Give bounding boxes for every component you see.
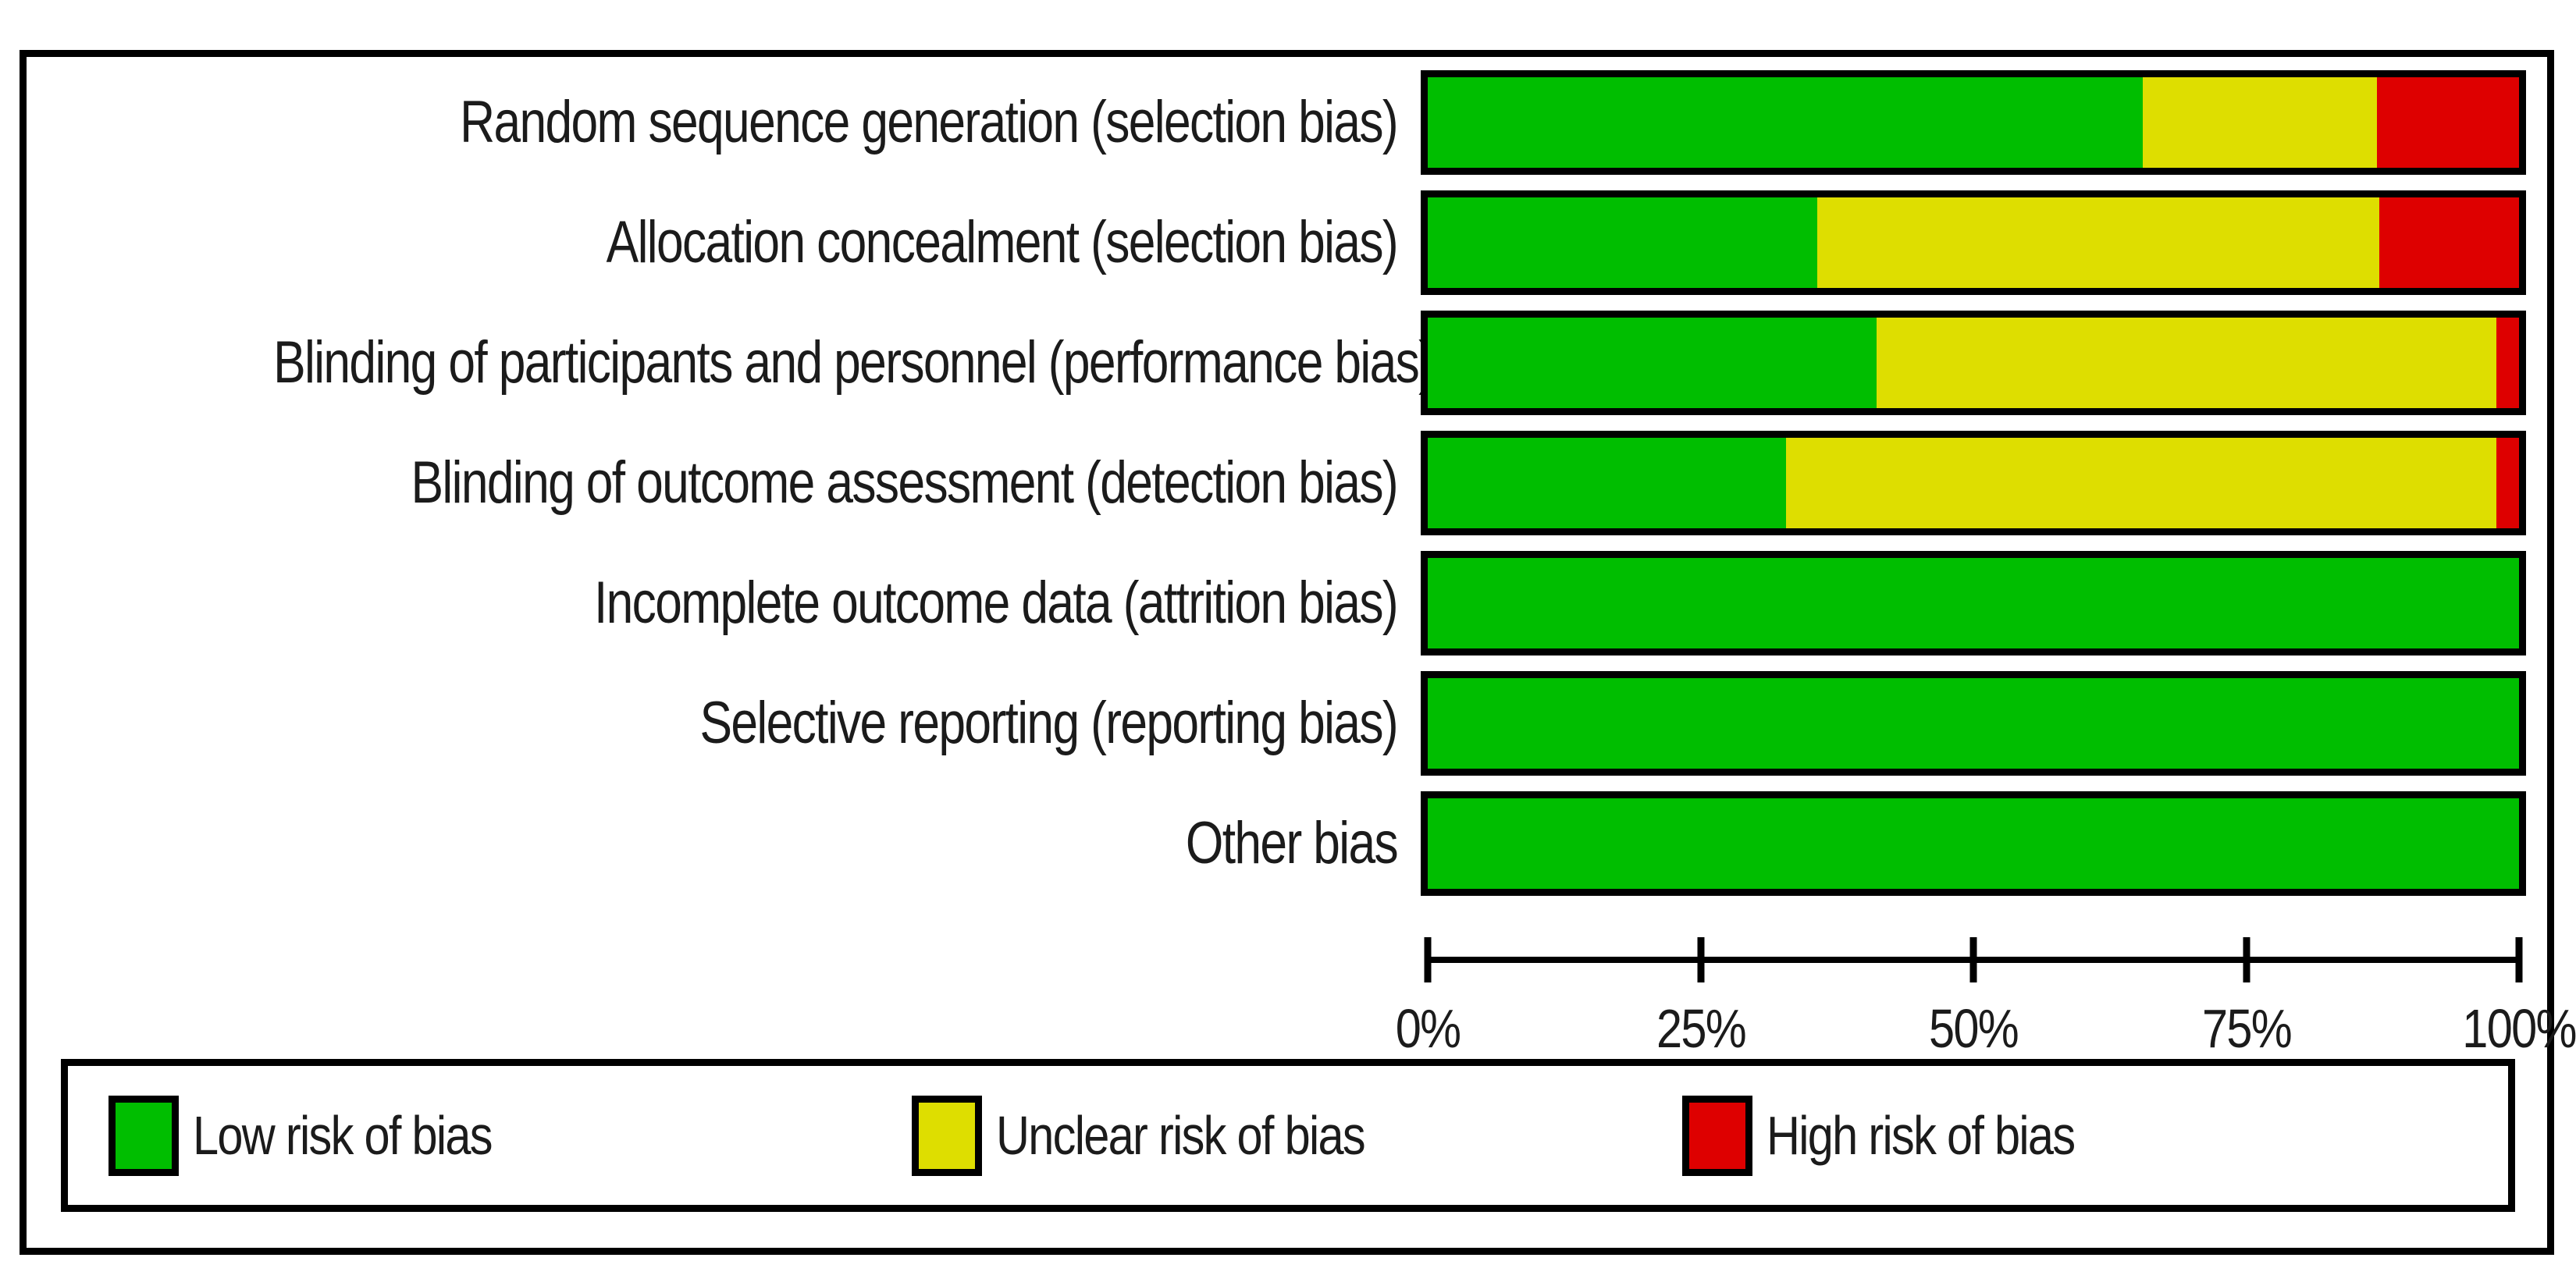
x-axis-tick: [2515, 937, 2523, 982]
category-label: Allocation concealment (selection bias): [606, 209, 1399, 275]
high-risk-swatch-icon: [1682, 1095, 1752, 1176]
legend-label: Unclear risk of bias: [996, 1105, 1366, 1166]
bar-segment-low-risk: [1428, 318, 1877, 408]
x-axis-tick-label: 50%: [1929, 998, 2019, 1059]
legend-item-high-risk: High risk of bias: [1682, 1066, 2129, 1205]
unclear-risk-swatch-icon: [912, 1095, 982, 1176]
stacked-bar: [1421, 190, 2526, 295]
bar-segment-high-risk: [2377, 77, 2519, 168]
x-axis-tick: [1697, 937, 1704, 982]
low-risk-swatch-icon: [109, 1095, 179, 1176]
bar-segment-low-risk: [1428, 438, 1786, 528]
legend-label: High risk of bias: [1767, 1105, 2076, 1166]
category-label: Selective reporting (reporting bias): [699, 690, 1398, 756]
stacked-bar: [1421, 791, 2526, 896]
x-axis-tick-label: 25%: [1656, 998, 1747, 1059]
legend-item-low-risk: Low risk of bias: [109, 1066, 544, 1205]
bar-segment-low-risk: [1428, 678, 2519, 769]
chart-frame: Random sequence generation (selection bi…: [20, 50, 2576, 1255]
category-label: Incomplete outcome data (attrition bias): [593, 570, 1399, 636]
x-axis-tick-label: 100%: [2462, 998, 2576, 1059]
stacked-bar: [1421, 671, 2526, 776]
category-label: Blinding of participants and personnel (…: [273, 329, 1435, 396]
category-label: Other bias: [1185, 810, 1399, 876]
bar-segment-unclear-risk: [1785, 438, 2496, 528]
x-axis-tick: [1969, 937, 1977, 982]
stacked-bar: [1421, 431, 2526, 535]
bar-segment-low-risk: [1428, 197, 1818, 288]
bar-segment-unclear-risk: [1817, 197, 2380, 288]
x-axis-tick-label: 0%: [1395, 998, 1461, 1059]
stacked-bar: [1421, 70, 2526, 175]
bar-segment-low-risk: [1428, 558, 2519, 648]
bar-segment-low-risk: [1428, 798, 2519, 889]
bar-segment-low-risk: [1428, 77, 2143, 168]
bar-segment-unclear-risk: [1876, 318, 2496, 408]
bar-segment-high-risk: [2379, 197, 2519, 288]
stacked-bar: [1421, 311, 2526, 415]
x-axis-tick: [2243, 937, 2250, 982]
bar-segment-unclear-risk: [2142, 77, 2378, 168]
legend-item-unclear-risk: Unclear risk of bias: [912, 1066, 1429, 1205]
category-label: Blinding of outcome assessment (detectio…: [411, 449, 1398, 516]
x-axis-tick: [1424, 937, 1432, 982]
category-label: Random sequence generation (selection bi…: [460, 89, 1399, 155]
bar-segment-high-risk: [2496, 438, 2519, 528]
bar-segment-high-risk: [2496, 318, 2519, 408]
legend-label: Low risk of bias: [193, 1105, 493, 1166]
stacked-bar: [1421, 551, 2526, 655]
legend-box: Low risk of bias Unclear risk of bias High…: [61, 1059, 2515, 1212]
x-axis-tick-label: 75%: [2201, 998, 2293, 1059]
